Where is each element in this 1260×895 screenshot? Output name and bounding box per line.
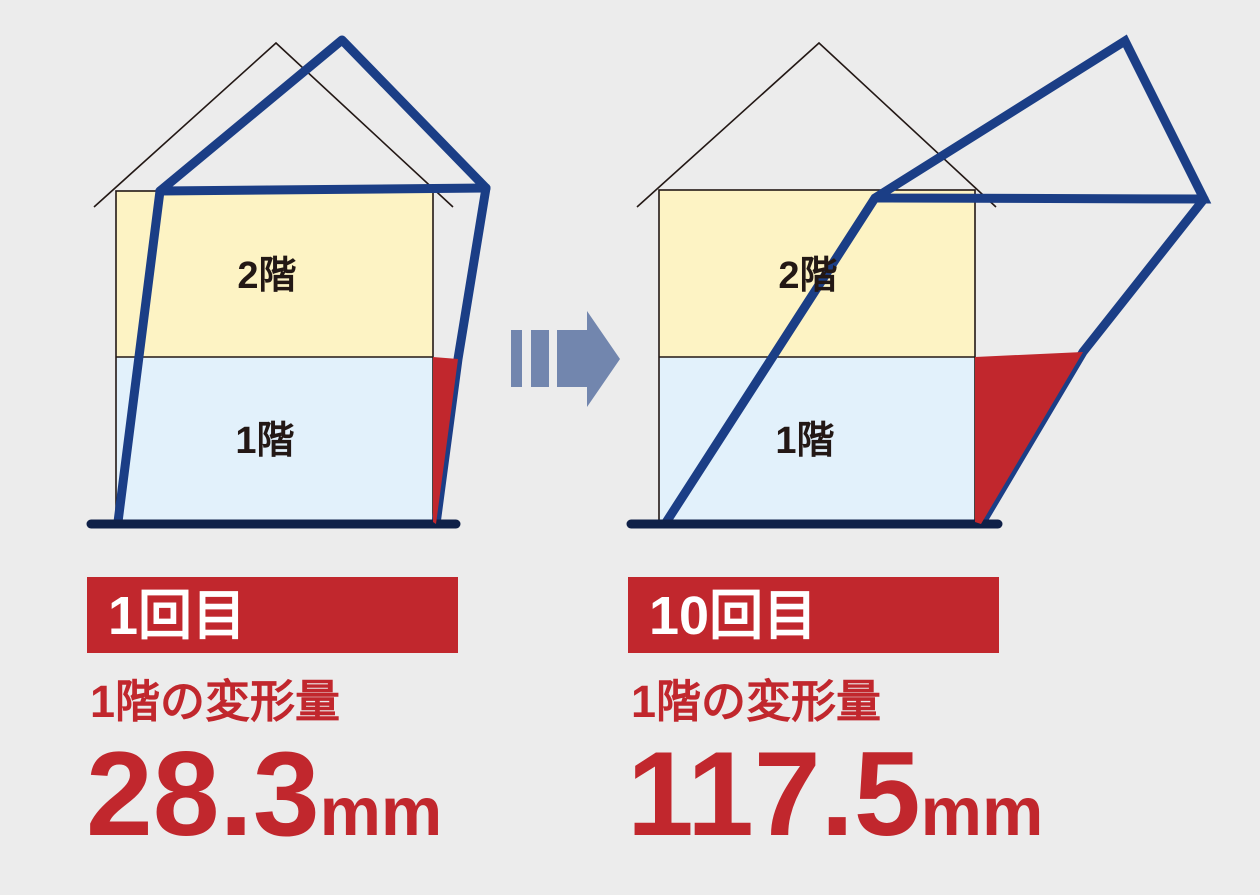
svg-text:2階: 2階 bbox=[237, 255, 296, 297]
svg-text:1階: 1階 bbox=[235, 420, 294, 462]
svg-text:2階: 2階 bbox=[778, 255, 837, 297]
svg-text:1階: 1階 bbox=[775, 420, 834, 462]
